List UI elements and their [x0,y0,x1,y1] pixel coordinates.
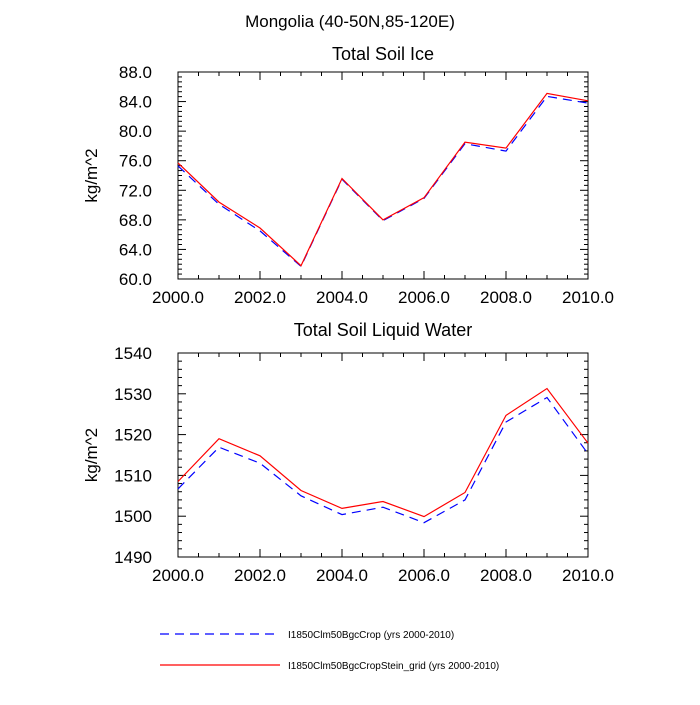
chart-2-xtick-label: 2004.0 [316,566,368,585]
chart-1-series-2-line [177,92,589,267]
chart-1-ytick-label: 84.0 [119,93,152,112]
chart-1-ytick-label: 64.0 [119,240,152,259]
chart-1-title: Total Soil Ice [332,44,434,64]
chart-2-ytick-label: 1500 [114,507,152,526]
chart-2-ylabel: kg/m^2 [82,428,101,482]
legend-label-1: I1850Clm50BgcCrop (yrs 2000-2010) [288,630,454,641]
chart-2-ytick-label: 1530 [114,385,152,404]
chart-1-ytick-label: 60.0 [119,270,152,289]
chart-2-title: Total Soil Liquid Water [294,320,472,340]
chart-1-xtick-label: 2002.0 [234,288,286,307]
chart-1-xtick-label: 2004.0 [316,288,368,307]
chart-1-xtick-label: 2008.0 [480,288,532,307]
chart-1-ytick-label: 88.0 [119,63,152,82]
chart-1-series-1-line [177,95,589,268]
chart-2-ytick-label: 1540 [114,344,152,363]
chart-1-ytick-label: 80.0 [119,122,152,141]
chart-1-ytick-label: 76.0 [119,152,152,171]
legend-label-2: I1850Clm50BgcCropStein_grid (yrs 2000-20… [288,661,499,672]
chart-1-xtick-label: 2000.0 [152,288,204,307]
chart-2-ytick-label: 1510 [114,466,152,485]
chart-1-ytick-label: 68.0 [119,211,152,230]
chart-2-series-2-line [177,387,589,518]
chart-2-xtick-label: 2002.0 [234,566,286,585]
chart-1-xtick-label: 2006.0 [398,288,450,307]
chart-1-xtick-label: 2010.0 [562,288,614,307]
chart-2-xtick-label: 2000.0 [152,566,204,585]
chart-1-ytick-label: 72.0 [119,181,152,200]
chart-2-ytick-label: 1490 [114,548,152,567]
chart-2-xtick-label: 2006.0 [398,566,450,585]
chart-2-xtick-label: 2010.0 [562,566,614,585]
chart-2-series-1-line [177,396,589,524]
chart-1-ylabel: kg/m^2 [82,148,101,202]
chart-1-frame [177,71,589,280]
chart-2-ytick-label: 1520 [114,426,152,445]
page-title: Mongolia (40-50N,85-120E) [245,12,455,31]
chart-2-xtick-label: 2008.0 [480,566,532,585]
